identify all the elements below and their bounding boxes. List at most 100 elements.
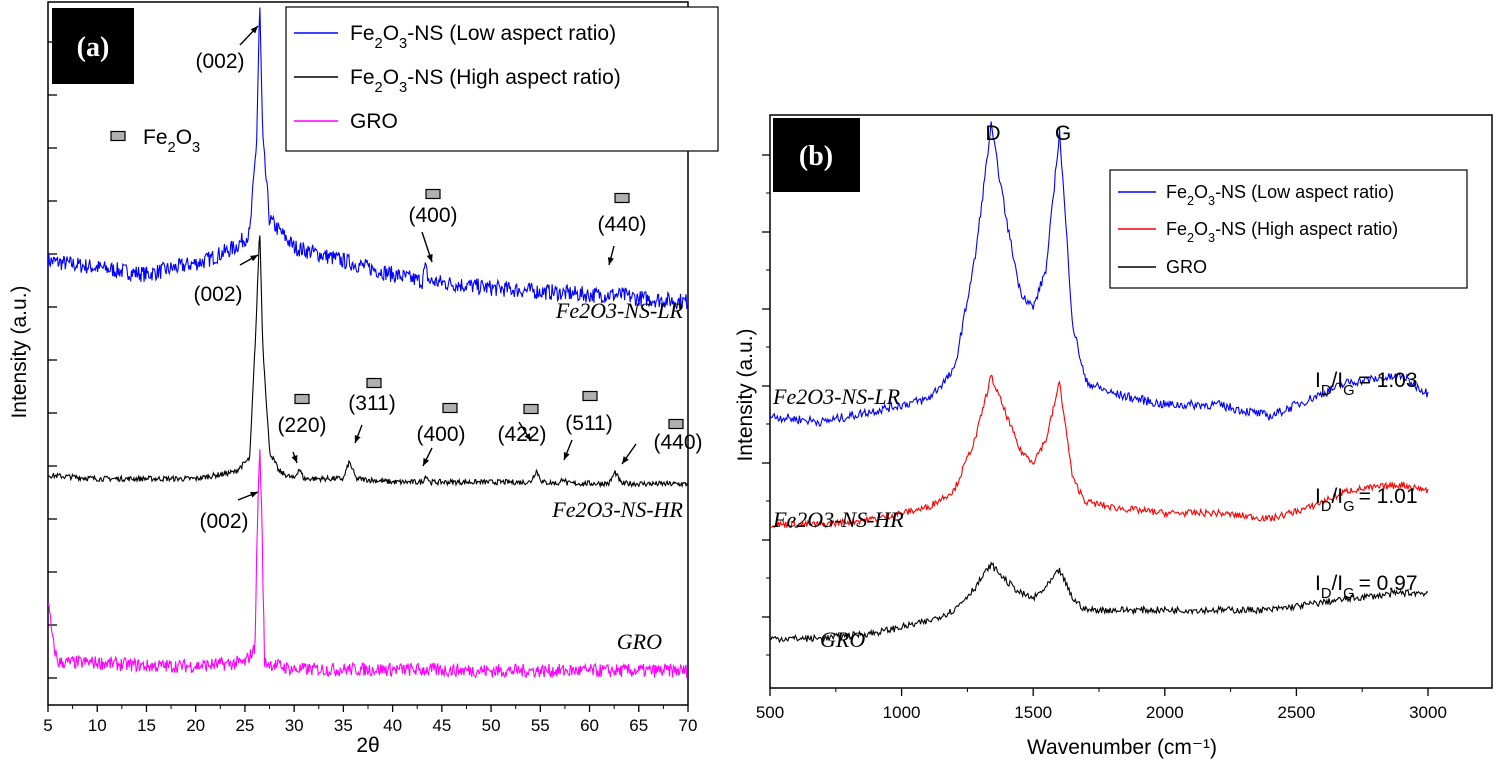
id-ig-ratio: ID/IG = 1.01 [1315, 485, 1418, 515]
panel-tag-bg [52, 8, 134, 84]
peak-arrow-head [607, 257, 614, 265]
text-span: O [1194, 219, 1208, 239]
peak-label: (422) [497, 423, 546, 446]
x-tick-label: 50 [482, 716, 501, 735]
panel-b-frame [769, 114, 1493, 689]
x-tick-label: 70 [679, 716, 698, 735]
x-tick-label: 15 [137, 716, 156, 735]
ratio-slash: /I [1331, 485, 1343, 508]
series-line-0 [48, 7, 688, 310]
fe2o3-marker [366, 377, 382, 389]
subscript: 2 [1187, 194, 1194, 208]
series-line-2 [769, 561, 1429, 644]
subscript: 3 [192, 140, 200, 156]
x-tick-label: 25 [235, 716, 254, 735]
series-label-gro: GRO [820, 627, 865, 652]
x-tick-label: 3000 [1409, 703, 1447, 722]
x-tick-label: 2000 [1146, 703, 1184, 722]
ratio-slash: /I [1331, 369, 1343, 392]
text-span: O [383, 66, 399, 89]
text-span: = 0.97 [1359, 572, 1418, 595]
text-span: -NS (High aspect ratio) [1215, 219, 1398, 239]
fe2o3-marker [294, 393, 310, 405]
subscript: 2 [375, 80, 383, 96]
text-span: O [176, 126, 192, 149]
legend-entry: Fe2O3-NS (High aspect ratio) [350, 66, 621, 96]
x-axis-title: Wavenumber (cm⁻¹) [1027, 736, 1217, 759]
peak-arrow-head [423, 458, 430, 466]
x-tick-label: 65 [629, 716, 648, 735]
series-label-hr: Fe2O3-NS-HR [551, 497, 683, 522]
panel-a: 5 10 15 20 25 30 35 40 45 50 55 60 65 70 2θ Intensity (… [8, 1, 719, 757]
id-ig-ratio: ID/IG = 1.03 [1315, 369, 1418, 399]
legend-entry: Fe2O3-NS (Low aspect ratio) [1166, 182, 1394, 208]
series-line-1 [769, 374, 1429, 529]
fe2o3-marker [442, 402, 458, 414]
x-tick-label: 20 [186, 716, 205, 735]
legend-entry: GRO [350, 110, 398, 133]
peak-label: (440) [597, 213, 646, 236]
subscript: 3 [399, 36, 407, 52]
peak-label: (400) [408, 204, 457, 227]
panel-tag: (b) [799, 141, 833, 172]
series-line-2 [48, 449, 688, 679]
x-axis-title: 2θ [356, 734, 379, 757]
fe2o3-legend-text: Fe2O3 [143, 126, 200, 156]
fe2o3-marker [668, 418, 684, 430]
peak-label-d: D [985, 122, 1000, 145]
panel-tag: (a) [77, 32, 110, 63]
text-span: = 1.03 [1359, 369, 1418, 392]
fe2o3-legend-marker [110, 130, 126, 142]
subscript: 3 [399, 80, 407, 96]
text-span: -NS (Low aspect ratio) [1215, 182, 1394, 202]
series-label-lr: Fe2O3-NS-LR [772, 384, 901, 409]
x-tick-label: 45 [432, 716, 451, 735]
x-tick-label: 60 [580, 716, 599, 735]
ratio-slash: /I [1331, 572, 1343, 595]
peak-arrow-head [426, 254, 433, 262]
series-label-gro: GRO [617, 629, 662, 654]
ratio-i: I [1315, 572, 1321, 595]
ratio-sub-g: G [1343, 586, 1354, 602]
legend-box [285, 6, 719, 152]
text-span: Fe [350, 22, 375, 45]
ratio-sub-d: D [1321, 383, 1332, 399]
x-tick-label: 500 [756, 703, 784, 722]
legend-entry: GRO [1166, 257, 1207, 277]
peak-label: (220) [277, 414, 326, 437]
series-line-1 [48, 235, 688, 489]
ratio-sub-g: G [1343, 499, 1354, 515]
text-span: GRO [1166, 257, 1207, 277]
x-tick-label: 55 [531, 716, 550, 735]
peak-label: (400) [416, 423, 465, 446]
peak-label: (440) [653, 431, 702, 454]
peak-arrow-head [250, 255, 258, 262]
peak-label: (002) [195, 50, 244, 73]
peak-arrow-head [622, 456, 629, 464]
peak-arrow-head [524, 433, 531, 441]
series-line-0 [769, 121, 1429, 428]
legend-entry: Fe2O3-NS (Low aspect ratio) [350, 22, 616, 52]
fe2o3-marker [614, 192, 630, 204]
peak-arrow-head [250, 491, 258, 498]
series-label-lr: Fe2O3-NS-LR [555, 298, 684, 323]
panel-tag-bg [773, 118, 860, 192]
y-axis-title: Intensity (a.u.) [734, 328, 757, 461]
legend-entry: Fe2O3-NS (High aspect ratio) [1166, 219, 1398, 245]
text-span: O [383, 22, 399, 45]
x-tick-label: 10 [88, 716, 107, 735]
peak-label-g: G [1055, 122, 1071, 145]
text-span: Fe [143, 126, 168, 149]
fe2o3-marker [582, 390, 598, 402]
legend-box [1109, 169, 1468, 289]
x-tick-label: 35 [334, 716, 353, 735]
peak-arrow-head [291, 455, 298, 463]
id-ig-ratio: ID/IG = 0.97 [1315, 572, 1418, 602]
x-tick-label: 30 [285, 716, 304, 735]
subscript: 3 [1208, 231, 1215, 245]
ratio-sub-d: D [1321, 586, 1332, 602]
text-span: Fe [350, 66, 375, 89]
peak-arrow-head [354, 435, 361, 443]
text-span: = 1.01 [1359, 485, 1418, 508]
